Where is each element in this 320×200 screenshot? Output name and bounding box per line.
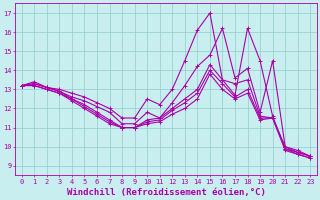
X-axis label: Windchill (Refroidissement éolien,°C): Windchill (Refroidissement éolien,°C) <box>67 188 265 197</box>
